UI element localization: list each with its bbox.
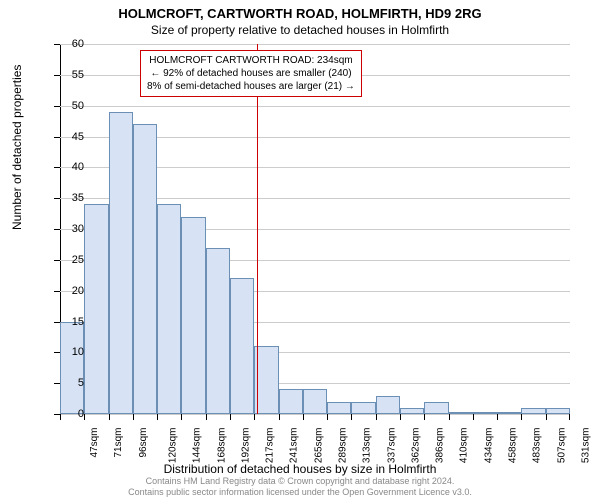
histogram-bar	[400, 408, 424, 414]
x-tick	[497, 414, 498, 420]
x-tick	[327, 414, 328, 420]
histogram-bar	[327, 402, 351, 414]
y-tick-label: 0	[54, 408, 84, 420]
x-tick-label: 217sqm	[265, 428, 276, 464]
y-tick-label: 40	[54, 161, 84, 173]
footer-line1: Contains HM Land Registry data © Crown c…	[0, 476, 600, 487]
histogram-bar	[546, 408, 570, 414]
x-tick	[181, 414, 182, 420]
histogram-bar	[157, 204, 181, 414]
x-tick	[254, 414, 255, 420]
x-tick-label: 458sqm	[508, 428, 519, 464]
histogram-bar	[279, 389, 303, 414]
x-tick-label: 265sqm	[313, 428, 324, 464]
histogram-bar	[133, 124, 157, 414]
y-tick-label: 50	[54, 100, 84, 112]
y-tick-label: 20	[54, 285, 84, 297]
x-tick	[521, 414, 522, 420]
x-tick	[133, 414, 134, 420]
x-tick	[424, 414, 425, 420]
x-tick-label: 192sqm	[240, 428, 251, 464]
x-tick-label: 47sqm	[89, 428, 100, 458]
y-axis-label: Number of detached properties	[10, 65, 24, 230]
y-tick-label: 60	[54, 38, 84, 50]
histogram-bar	[497, 412, 521, 414]
histogram-bar	[521, 408, 545, 414]
histogram-bar	[230, 278, 254, 414]
x-tick-label: 386sqm	[435, 428, 446, 464]
histogram-bar	[473, 412, 497, 414]
y-tick-label: 35	[54, 192, 84, 204]
y-tick-label: 30	[54, 223, 84, 235]
x-tick-label: 337sqm	[386, 428, 397, 464]
plot-area: HOLMCROFT CARTWORTH ROAD: 234sqm← 92% of…	[60, 44, 570, 414]
histogram-bar	[449, 412, 473, 414]
x-tick	[449, 414, 450, 420]
marker-line	[257, 44, 258, 414]
x-tick	[206, 414, 207, 420]
chart-container: HOLMCROFT, CARTWORTH ROAD, HOLMFIRTH, HD…	[0, 0, 600, 500]
x-tick-label: 71sqm	[113, 428, 124, 458]
x-tick	[400, 414, 401, 420]
x-tick	[230, 414, 231, 420]
y-tick-label: 45	[54, 131, 84, 143]
histogram-bar	[181, 217, 205, 414]
footer-text: Contains HM Land Registry data © Crown c…	[0, 476, 600, 498]
x-tick	[109, 414, 110, 420]
x-tick-label: 531sqm	[580, 428, 591, 464]
y-tick-label: 5	[54, 377, 84, 389]
x-tick-label: 434sqm	[483, 428, 494, 464]
x-tick	[473, 414, 474, 420]
x-tick-label: 410sqm	[459, 428, 470, 464]
x-tick	[376, 414, 377, 420]
callout-line2: ← 92% of detached houses are smaller (24…	[147, 67, 355, 80]
x-tick	[84, 414, 85, 420]
grid-line	[60, 106, 570, 107]
x-tick-label: 96sqm	[138, 428, 149, 458]
histogram-bar	[84, 204, 108, 414]
x-tick-label: 241sqm	[289, 428, 300, 464]
x-tick	[279, 414, 280, 420]
x-tick-label: 507sqm	[556, 428, 567, 464]
x-tick	[157, 414, 158, 420]
histogram-bar	[424, 402, 448, 414]
footer-line2: Contains public sector information licen…	[0, 487, 600, 498]
grid-line	[60, 414, 570, 415]
x-tick-label: 289sqm	[338, 428, 349, 464]
x-tick-label: 120sqm	[168, 428, 179, 464]
callout-line3: 8% of semi-detached houses are larger (2…	[147, 80, 355, 93]
chart-title: HOLMCROFT, CARTWORTH ROAD, HOLMFIRTH, HD…	[0, 0, 600, 21]
histogram-bar	[109, 112, 133, 414]
histogram-bar	[60, 322, 84, 415]
callout-box: HOLMCROFT CARTWORTH ROAD: 234sqm← 92% of…	[140, 50, 362, 97]
x-tick	[351, 414, 352, 420]
x-tick-label: 483sqm	[532, 428, 543, 464]
histogram-bar	[376, 396, 400, 415]
x-tick-label: 313sqm	[362, 428, 373, 464]
x-axis-label: Distribution of detached houses by size …	[0, 462, 600, 476]
x-tick-label: 168sqm	[216, 428, 227, 464]
y-tick-label: 25	[54, 254, 84, 266]
x-tick-label: 362sqm	[410, 428, 421, 464]
grid-line	[60, 44, 570, 45]
x-tick	[569, 414, 570, 420]
x-tick	[546, 414, 547, 420]
y-tick-label: 10	[54, 346, 84, 358]
histogram-bar	[254, 346, 278, 414]
y-tick-label: 55	[54, 69, 84, 81]
y-tick-label: 15	[54, 316, 84, 328]
histogram-bar	[351, 402, 375, 414]
callout-line1: HOLMCROFT CARTWORTH ROAD: 234sqm	[147, 54, 355, 67]
chart-subtitle: Size of property relative to detached ho…	[0, 21, 600, 37]
x-tick	[303, 414, 304, 420]
histogram-bar	[303, 389, 327, 414]
x-tick-label: 144sqm	[192, 428, 203, 464]
histogram-bar	[206, 248, 230, 415]
